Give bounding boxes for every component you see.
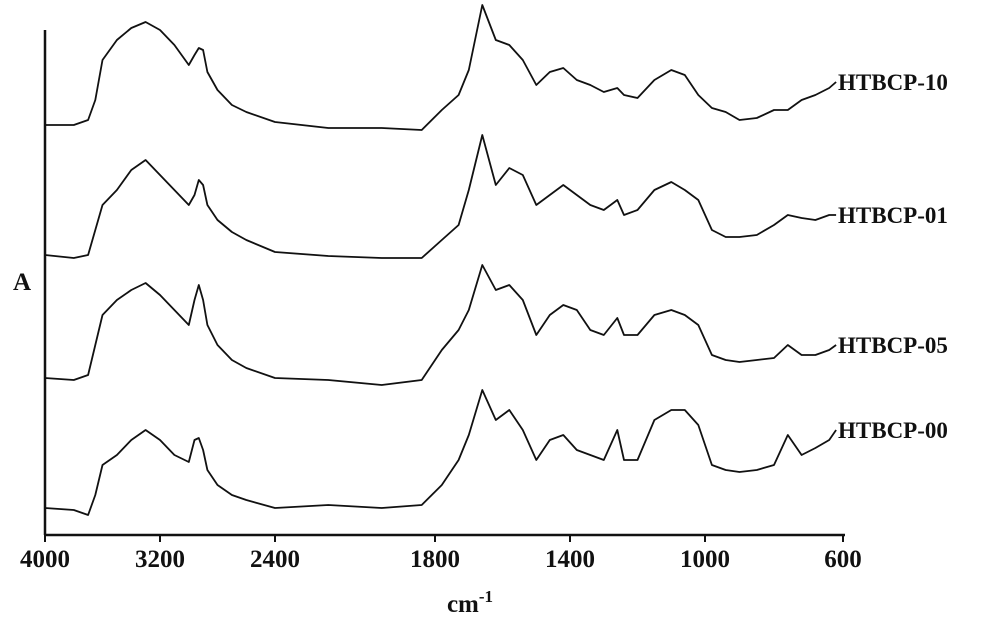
x-axis-label: cm-1 [447, 587, 493, 618]
x-axis-label-base: cm [447, 591, 479, 618]
x-tick-label: 1000 [680, 546, 730, 573]
x-axis-label-sup: -1 [479, 587, 493, 606]
spectrum-line [44, 389, 837, 516]
x-tick-label: 1400 [545, 546, 595, 573]
legend-label: HTBCP-01 [838, 203, 948, 228]
legend-label: HTBCP-10 [838, 70, 948, 95]
spectrum-line [44, 264, 837, 386]
y-axis-label: A [13, 269, 31, 296]
x-tick-label: 1800 [410, 546, 460, 573]
x-tick-label: 2400 [250, 546, 300, 573]
x-tick-label: 600 [824, 546, 862, 573]
legend-label: HTBCP-00 [838, 418, 948, 443]
spectrum-line [45, 4, 837, 131]
spectrum-line [44, 134, 837, 259]
x-tick-label: 3200 [135, 546, 185, 573]
legend-label: HTBCP-05 [838, 333, 948, 358]
x-tick-label: 4000 [20, 546, 70, 573]
